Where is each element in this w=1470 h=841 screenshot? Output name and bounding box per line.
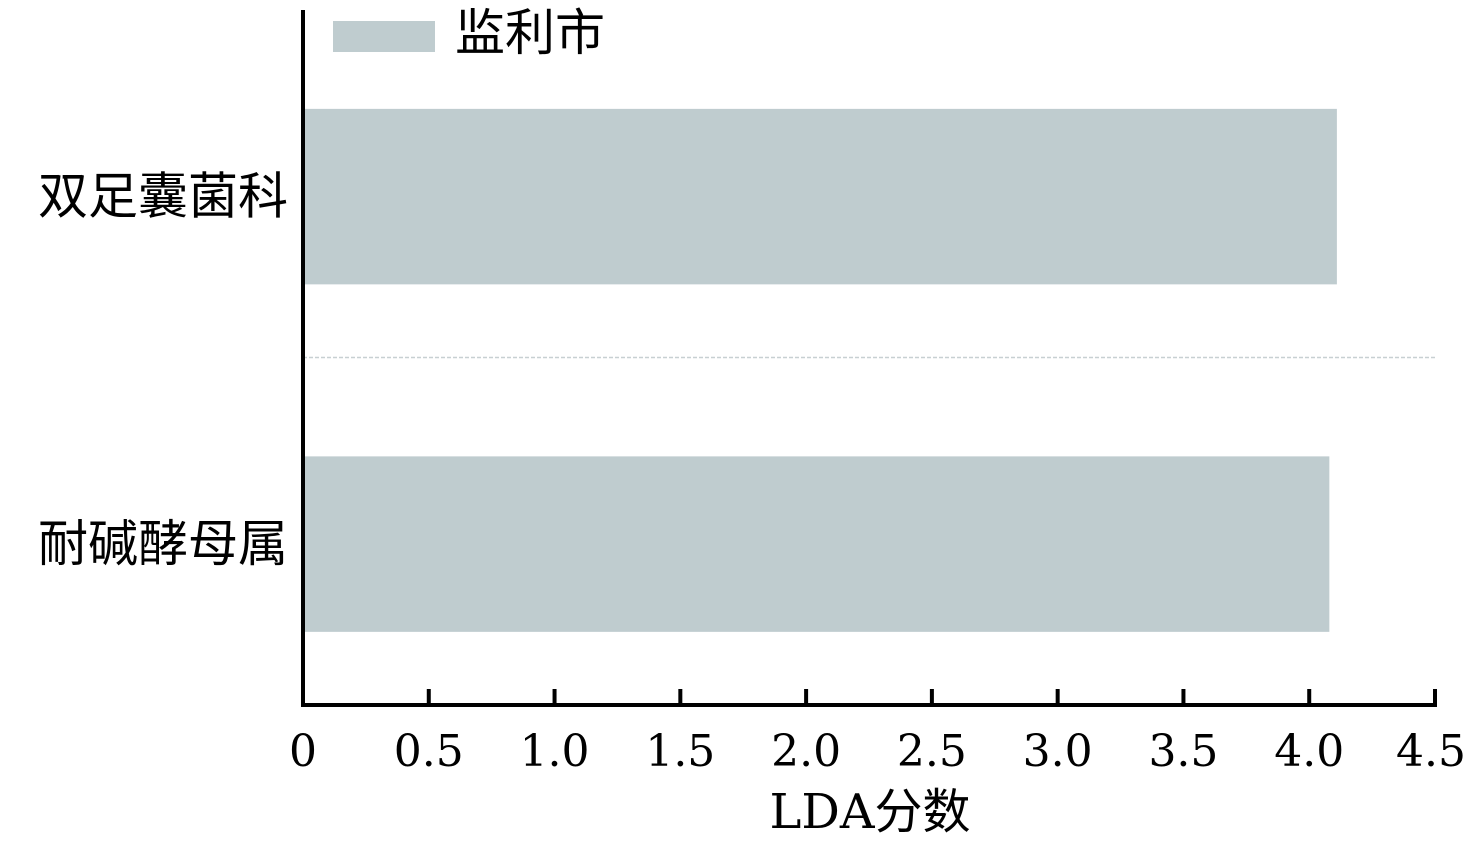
x-ticks: 0 0.5 1.0 1.5 2.0 2.5 3.0 3.5 4.0 4.5 [289, 689, 1466, 777]
x-tick-label-4: 2.0 [771, 726, 841, 777]
x-tick-label-3: 1.5 [645, 726, 715, 777]
x-tick-label-8: 4.0 [1274, 726, 1344, 777]
x-tick-label-5: 2.5 [897, 726, 967, 777]
x-tick-label-1: 0.5 [394, 726, 464, 777]
legend: 监利市 [333, 4, 605, 62]
x-tick-label-7: 3.5 [1148, 726, 1218, 777]
x-axis-title: LDA分数 [769, 784, 970, 840]
category-label-2: 耐碱酵母属 [38, 515, 288, 573]
category-label-1: 双足囊菌科 [38, 168, 288, 226]
bar-1 [303, 108, 1337, 285]
bars-layer [303, 108, 1337, 632]
legend-label: 监利市 [455, 4, 605, 62]
x-tick-label-0: 0 [289, 726, 317, 777]
x-tick-label-6: 3.0 [1023, 726, 1093, 777]
x-tick-label-2: 1.0 [520, 726, 590, 777]
legend-swatch [333, 21, 435, 52]
x-tick-label-9: 4.5 [1396, 726, 1466, 777]
bar-2 [303, 456, 1330, 632]
